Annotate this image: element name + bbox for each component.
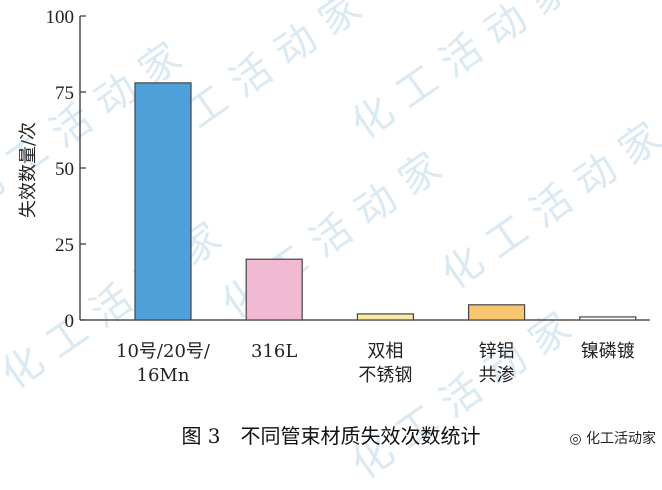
y-tick-label: 75 — [55, 83, 74, 104]
x-tick-label: 镍磷镀 — [581, 341, 635, 362]
x-tick-label: 双相 — [367, 341, 403, 362]
x-tick-label: 10号/20号/ — [116, 341, 211, 362]
y-tick-label: 25 — [55, 235, 74, 256]
x-tick-label: 316L — [251, 341, 297, 362]
y-tick-label: 100 — [46, 7, 75, 28]
figure-caption: 图 3 不同管束材质失效次数统计 — [181, 424, 481, 448]
bar — [356, 313, 414, 321]
x-tick-label: 共渗 — [479, 365, 515, 386]
bar — [579, 316, 637, 321]
bar — [468, 304, 526, 321]
y-tick-label: 50 — [55, 159, 74, 180]
bar — [134, 82, 192, 321]
bar — [245, 258, 303, 321]
x-tick-label: 16Mn — [137, 365, 190, 386]
wechat-logo: ◎ 化工活动家 — [569, 431, 656, 447]
x-tick-label: 不锈钢 — [358, 365, 412, 386]
y-axis-label: 失效数量/次 — [18, 122, 39, 218]
y-tick-label: 0 — [65, 311, 75, 332]
x-tick-label: 锌铝 — [479, 341, 515, 362]
wechat-icon: ◎ — [569, 431, 586, 447]
